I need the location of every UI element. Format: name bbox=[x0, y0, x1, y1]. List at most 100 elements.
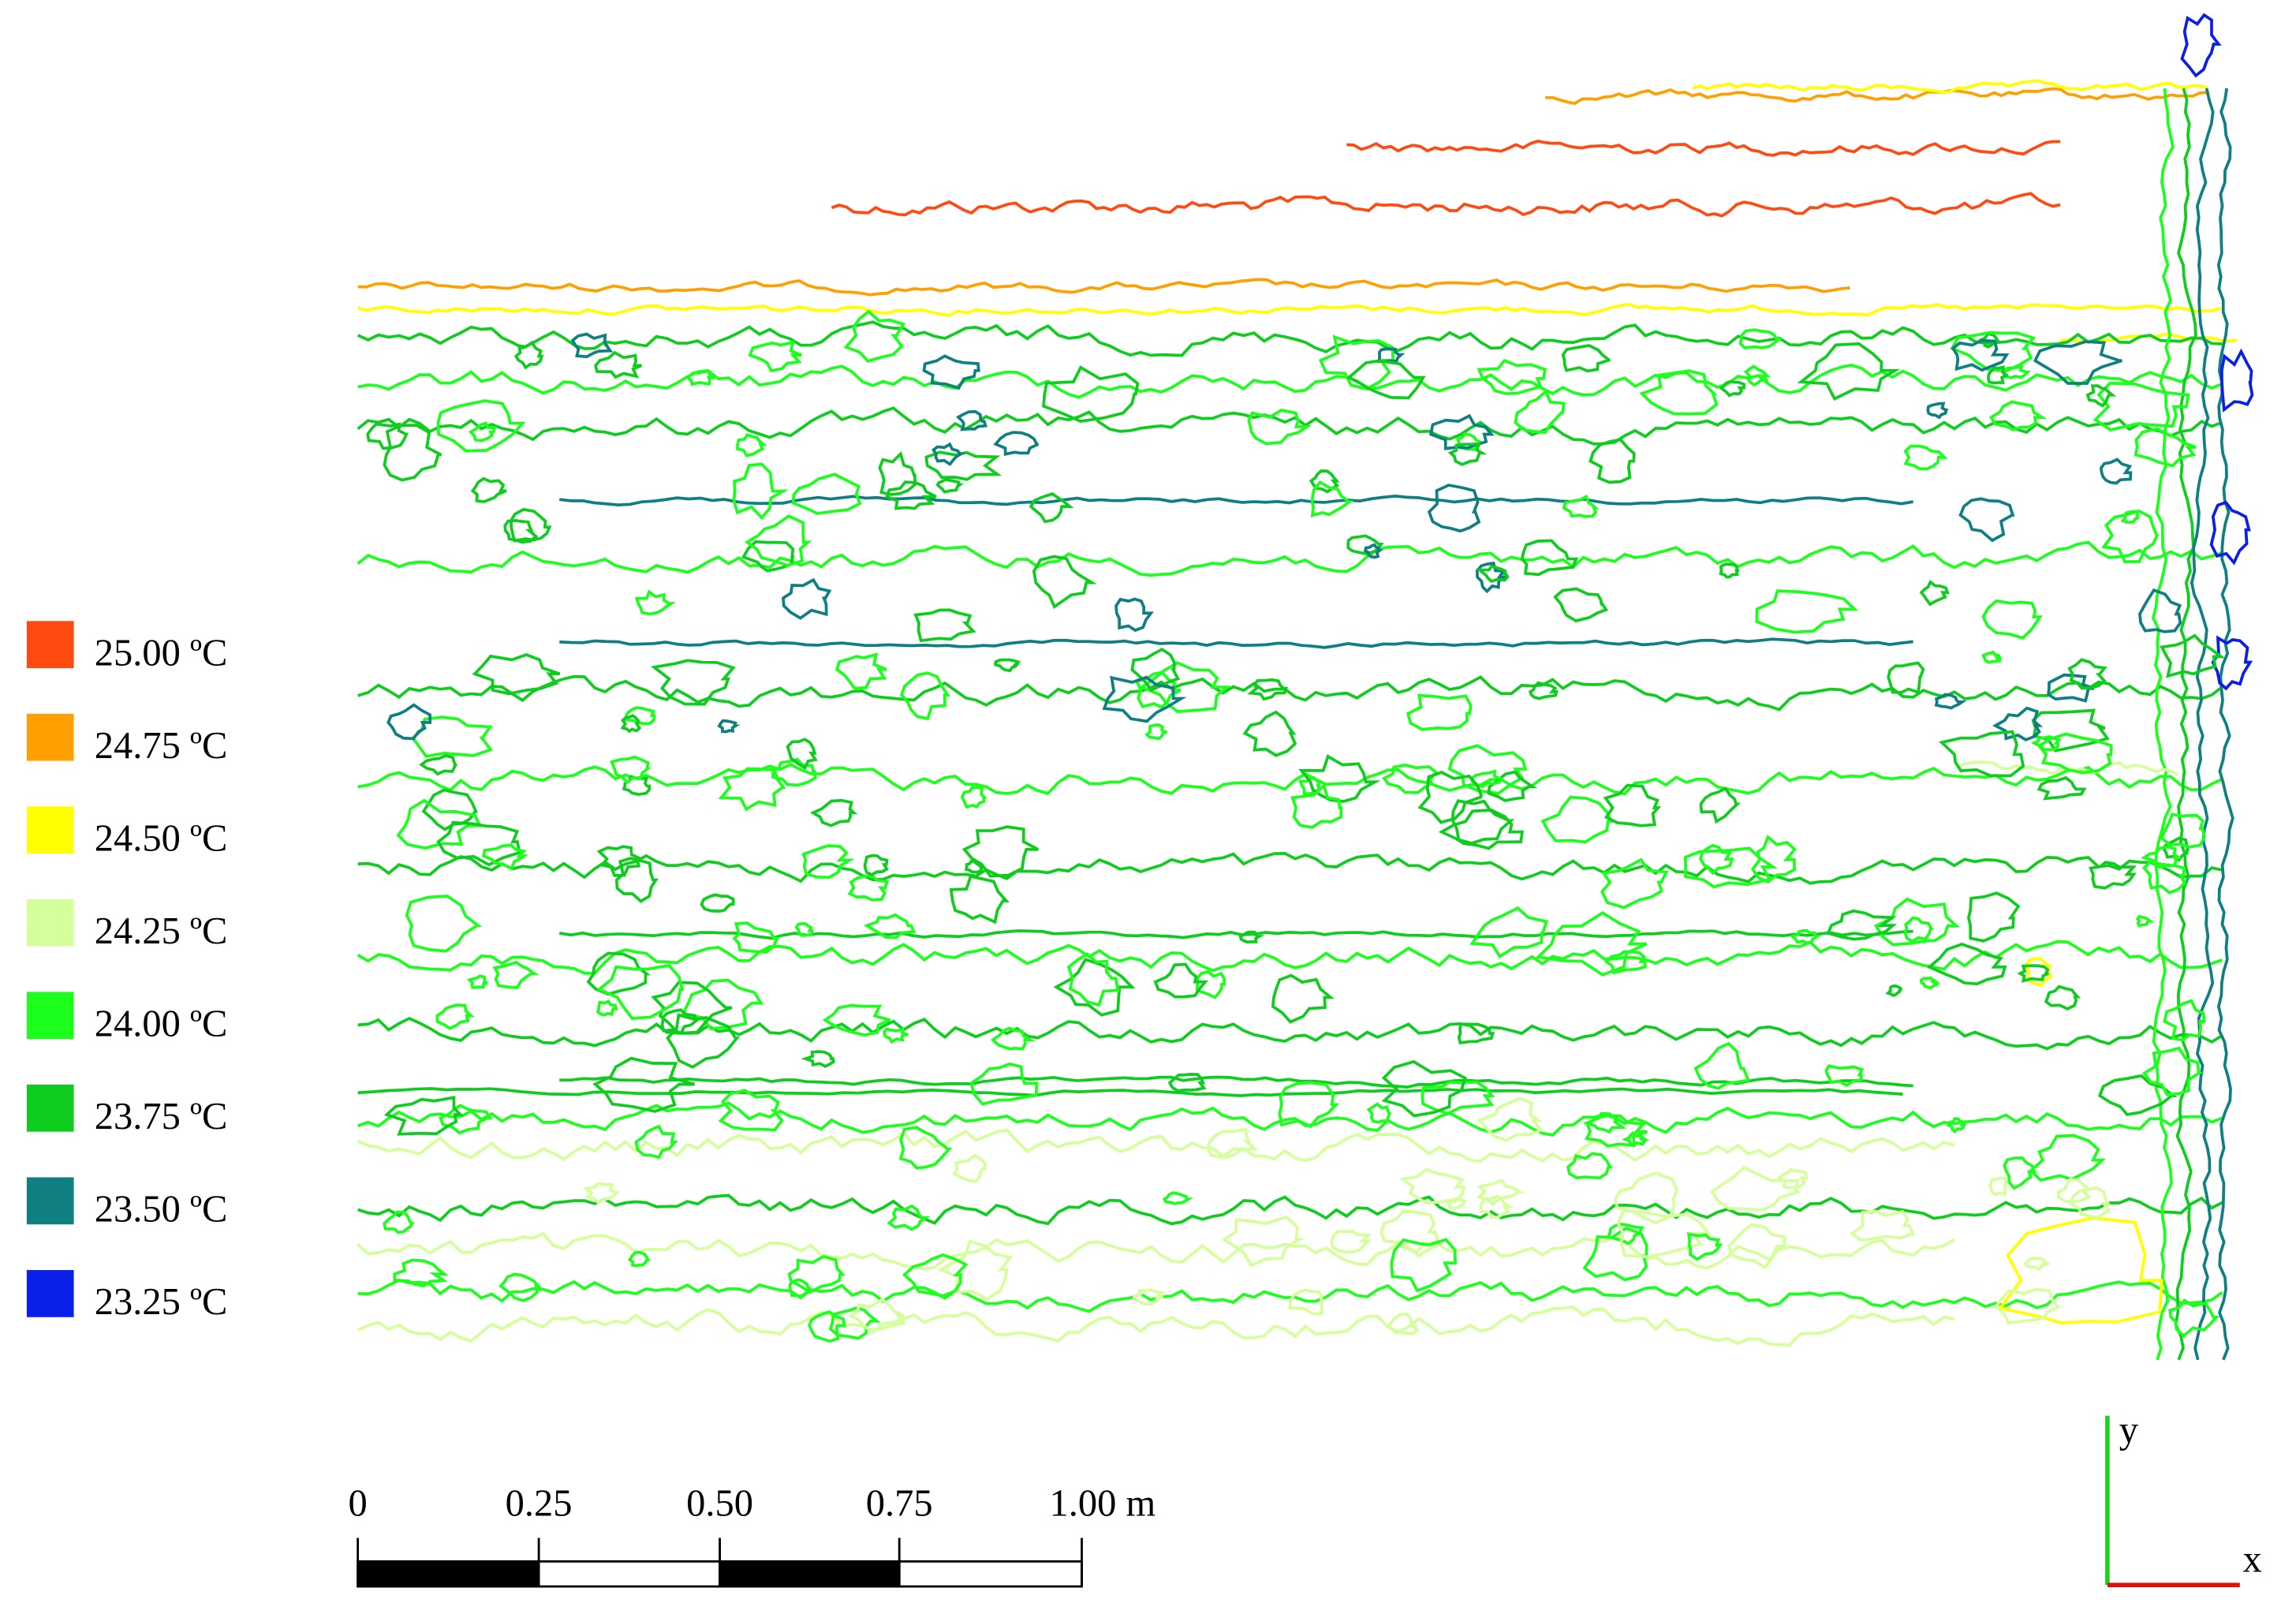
contour-blob bbox=[1988, 1176, 2008, 1197]
scale-label: 0 bbox=[349, 1483, 368, 1525]
contour-blob bbox=[1993, 1287, 2062, 1325]
contour-blob bbox=[1206, 1127, 1259, 1160]
legend-label: 23.50 ºC bbox=[95, 1188, 228, 1230]
contour-blob bbox=[1363, 543, 1384, 559]
legend-label: 24.50 ºC bbox=[95, 817, 228, 859]
contour-blob bbox=[628, 1250, 651, 1268]
contour-blob bbox=[1699, 786, 1742, 824]
legend-swatch bbox=[26, 621, 74, 668]
contour-blob bbox=[863, 854, 889, 877]
contour-blob bbox=[1427, 484, 1481, 533]
contour-blob bbox=[787, 1254, 846, 1294]
contour-line bbox=[357, 852, 2223, 885]
contour-blob bbox=[809, 798, 858, 827]
contour-line bbox=[559, 637, 1913, 649]
contour-blob bbox=[596, 963, 685, 1020]
contour-blob bbox=[935, 478, 965, 494]
contour-blob bbox=[2030, 734, 2062, 752]
contour-blob bbox=[718, 767, 786, 812]
contour-blob bbox=[439, 1104, 493, 1135]
legend-swatch bbox=[26, 1177, 74, 1225]
contour-blob bbox=[1346, 359, 1426, 400]
contour-blob bbox=[1885, 984, 1903, 997]
contour-blob bbox=[650, 659, 736, 706]
contour-blob bbox=[1950, 331, 2037, 373]
contour-blob bbox=[993, 431, 1040, 457]
contour-blob bbox=[1535, 911, 1648, 977]
contour-blob bbox=[2134, 427, 2197, 468]
contour-blob bbox=[1247, 409, 1312, 446]
contour-blob bbox=[1447, 744, 1528, 795]
contour-blob bbox=[898, 1126, 953, 1170]
contour-blob bbox=[924, 450, 1002, 481]
contour-blob bbox=[1727, 1223, 1786, 1270]
contour-blob bbox=[1476, 564, 1510, 584]
contour-blob bbox=[472, 653, 561, 696]
contour-blob bbox=[1138, 661, 1231, 713]
contour-blob bbox=[1603, 950, 1647, 975]
contour-blob bbox=[863, 913, 917, 939]
contour-blob bbox=[1238, 930, 1265, 944]
contour-blob bbox=[419, 754, 458, 776]
contour-blob bbox=[2142, 860, 2186, 895]
contour-blob bbox=[1382, 763, 1439, 794]
contour-blob bbox=[393, 1258, 449, 1287]
contour-blob bbox=[1562, 495, 1600, 518]
contour-blob bbox=[1553, 587, 1609, 623]
contour-line bbox=[2174, 88, 2197, 1361]
contour-blob bbox=[2033, 340, 2122, 385]
contour-blob bbox=[583, 1182, 620, 1205]
contour-blob bbox=[614, 857, 659, 903]
contour-blob bbox=[2089, 861, 2137, 890]
contour-blob bbox=[1309, 469, 1340, 494]
contour-blob bbox=[1751, 835, 1798, 884]
contour-blob bbox=[436, 399, 526, 453]
contour-lines bbox=[357, 13, 2254, 1361]
contour-blob bbox=[1946, 1117, 1967, 1134]
contour-blob bbox=[1981, 599, 2043, 640]
contour-blob bbox=[794, 921, 814, 937]
contour-blob bbox=[1683, 846, 1778, 889]
contour-line bbox=[357, 320, 2223, 357]
contour-blob bbox=[1582, 1111, 1627, 1134]
contour-line bbox=[357, 540, 2223, 577]
contour-blob bbox=[466, 974, 488, 989]
contour-blob bbox=[1693, 1041, 1751, 1090]
contour-blob bbox=[2168, 1298, 2220, 1338]
contour-blob bbox=[2097, 1074, 2178, 1116]
contour-blob bbox=[1977, 331, 2000, 349]
scale-label: 0.25 bbox=[506, 1483, 573, 1525]
contour-blob bbox=[2211, 635, 2253, 691]
contour-blob bbox=[1887, 661, 1925, 695]
contour-blob bbox=[878, 451, 917, 496]
contour-blob bbox=[808, 1309, 847, 1343]
contour-blob bbox=[960, 786, 987, 809]
contour-blob bbox=[1686, 1232, 1723, 1261]
contour-line bbox=[357, 278, 1850, 297]
contour-blob bbox=[2057, 1178, 2092, 1205]
contour-blob bbox=[513, 340, 544, 370]
contour-blob bbox=[1153, 962, 1209, 999]
contour-blob bbox=[822, 1003, 891, 1037]
contour-blob bbox=[1710, 1165, 1800, 1212]
contour-blob bbox=[2180, 13, 2222, 78]
contour-blob bbox=[1406, 693, 1473, 731]
contour-blob bbox=[782, 577, 832, 620]
contour-blob bbox=[847, 874, 889, 902]
contour-blob bbox=[1926, 402, 1949, 420]
contour-blob bbox=[1247, 678, 1288, 701]
contour-blob bbox=[1387, 1313, 1420, 1335]
contour-blob bbox=[436, 820, 521, 867]
contour-blob bbox=[883, 1027, 909, 1044]
contour-blob bbox=[1477, 358, 1547, 395]
contour-blob bbox=[2101, 509, 2160, 563]
contour-blob bbox=[1824, 1064, 1865, 1088]
contour-line bbox=[357, 1101, 2223, 1137]
contour-blob bbox=[2029, 1134, 2107, 1182]
contour-blob bbox=[952, 1153, 987, 1184]
legend-swatch bbox=[26, 898, 74, 947]
contour-blob bbox=[2085, 384, 2117, 408]
contour-blob bbox=[1029, 492, 1074, 524]
contour-blob bbox=[1144, 723, 1168, 741]
